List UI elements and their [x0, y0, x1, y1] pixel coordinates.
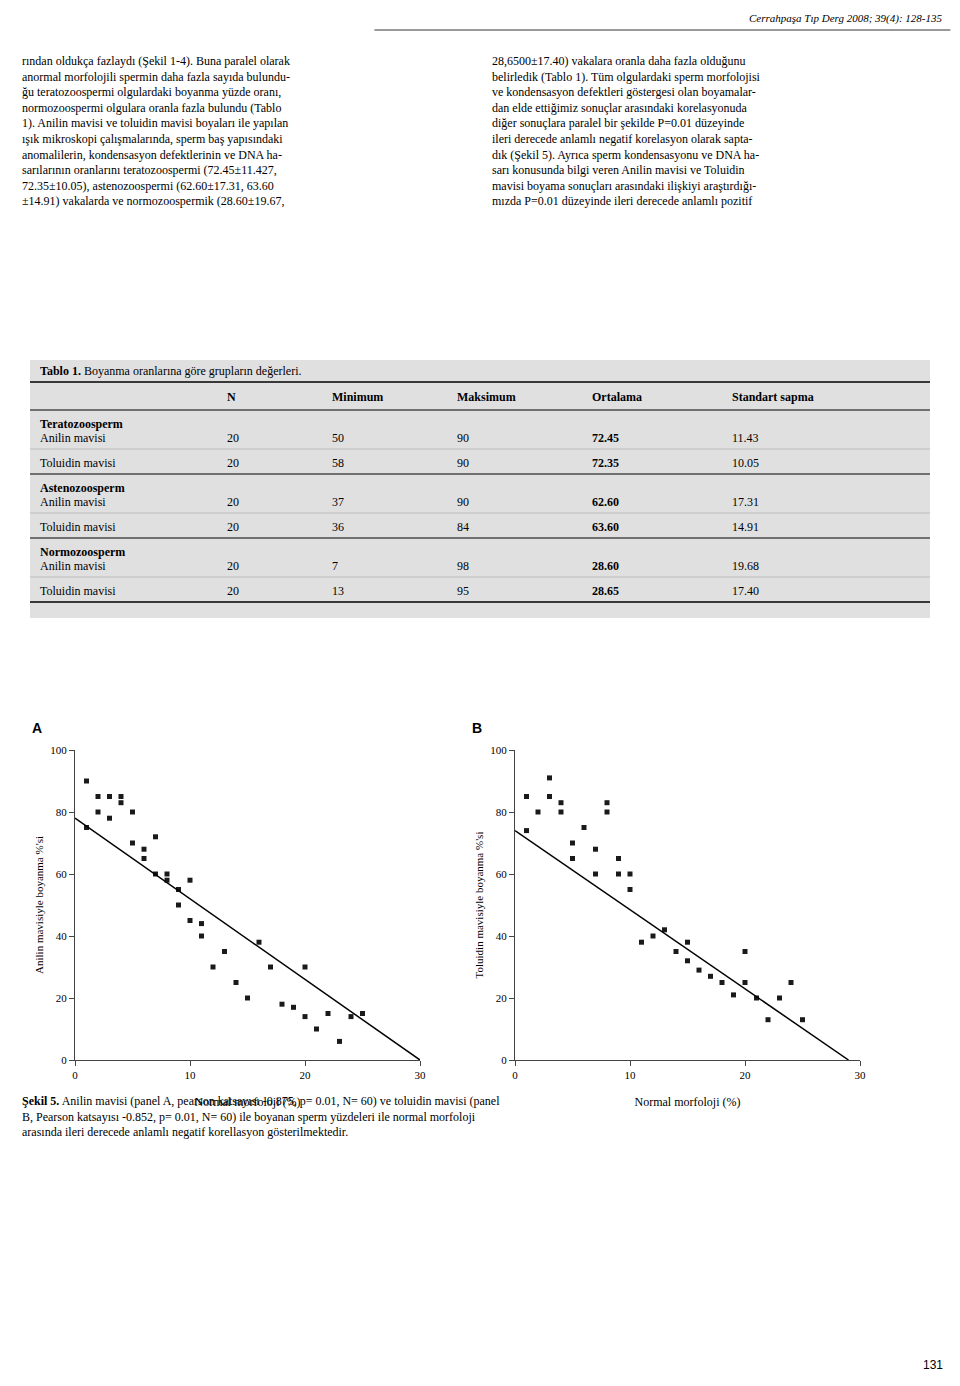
svg-text:100: 100	[50, 744, 67, 756]
svg-text:62.60: 62.60	[592, 495, 619, 509]
svg-text:131: 131	[923, 1358, 943, 1372]
svg-text:100: 100	[490, 744, 507, 756]
svg-text:10: 10	[625, 1069, 637, 1081]
svg-text:Toluidin mavisi: Toluidin mavisi	[40, 584, 116, 598]
svg-text:Toluidin mavisi: Toluidin mavisi	[40, 456, 116, 470]
svg-text:37: 37	[332, 495, 344, 509]
svg-text:20: 20	[227, 431, 239, 445]
svg-text:20: 20	[227, 520, 239, 534]
svg-text:20: 20	[227, 456, 239, 470]
svg-text:17.31: 17.31	[732, 495, 759, 509]
svg-text:20: 20	[300, 1069, 312, 1081]
svg-text:Teratozoosperm: Teratozoosperm	[40, 417, 123, 431]
svg-text:72.35: 72.35	[592, 456, 619, 470]
svg-text:B: B	[472, 720, 482, 736]
svg-text:28.65: 28.65	[592, 584, 619, 598]
svg-text:63.60: 63.60	[592, 520, 619, 534]
svg-text:19.68: 19.68	[732, 559, 759, 573]
svg-text:rından oldukça fazlaydı (Şekil: rından oldukça fazlaydı (Şekil 1-4). Bun…	[22, 54, 290, 208]
svg-text:Cerrahpaşa Tıp Derg 2008; 39(4: Cerrahpaşa Tıp Derg 2008; 39(4): 128-135	[749, 12, 942, 25]
svg-text:Anilin mavisi: Anilin mavisi	[40, 431, 106, 445]
svg-text:36: 36	[332, 520, 344, 534]
svg-text:A: A	[32, 720, 42, 736]
svg-text:40: 40	[56, 930, 68, 942]
svg-text:10: 10	[185, 1069, 197, 1081]
svg-text:95: 95	[457, 584, 469, 598]
svg-text:Tablo 1. Boyanma oranlarına gö: Tablo 1. Boyanma oranlarına göre gruplar…	[40, 364, 302, 378]
svg-text:Normal morfoloji (%): Normal morfoloji (%)	[635, 1095, 741, 1109]
svg-text:Ortalama: Ortalama	[592, 390, 642, 404]
svg-text:20: 20	[56, 992, 68, 1004]
svg-text:Toluidin mavisiyle boyanma %'s: Toluidin mavisiyle boyanma %'si	[473, 832, 485, 979]
svg-text:60: 60	[496, 868, 508, 880]
svg-text:84: 84	[457, 520, 469, 534]
svg-text:0: 0	[61, 1054, 67, 1066]
svg-text:0: 0	[512, 1069, 518, 1081]
svg-text:13: 13	[332, 584, 344, 598]
svg-text:72.45: 72.45	[592, 431, 619, 445]
svg-text:28,6500±17.40) vakalara oranla: 28,6500±17.40) vakalara oranla daha fazl…	[492, 54, 761, 208]
svg-text:Standart sapma: Standart sapma	[732, 390, 814, 404]
svg-text:20: 20	[227, 495, 239, 509]
svg-text:40: 40	[496, 930, 508, 942]
svg-text:11.43: 11.43	[732, 431, 759, 445]
svg-text:20: 20	[227, 584, 239, 598]
svg-text:Normal morfoloji (%): Normal morfoloji (%)	[195, 1095, 301, 1109]
svg-text:Anilin mavisiyle boyanma %'si: Anilin mavisiyle boyanma %'si	[33, 836, 45, 974]
svg-text:80: 80	[56, 806, 68, 818]
svg-text:20: 20	[740, 1069, 752, 1081]
svg-text:17.40: 17.40	[732, 584, 759, 598]
svg-text:60: 60	[56, 868, 68, 880]
svg-text:50: 50	[332, 431, 344, 445]
svg-text:0: 0	[501, 1054, 507, 1066]
svg-text:10.05: 10.05	[732, 456, 759, 470]
svg-text:20: 20	[496, 992, 508, 1004]
svg-text:14.91: 14.91	[732, 520, 759, 534]
svg-text:90: 90	[457, 495, 469, 509]
svg-text:30: 30	[855, 1069, 867, 1081]
svg-text:0: 0	[72, 1069, 78, 1081]
svg-text:58: 58	[332, 456, 344, 470]
svg-text:90: 90	[457, 456, 469, 470]
svg-text:Maksimum: Maksimum	[457, 390, 516, 404]
svg-text:Anilin mavisi: Anilin mavisi	[40, 559, 106, 573]
svg-text:98: 98	[457, 559, 469, 573]
svg-text:Toluidin mavisi: Toluidin mavisi	[40, 520, 116, 534]
svg-text:Normozoosperm: Normozoosperm	[40, 545, 125, 559]
svg-text:Anilin mavisi: Anilin mavisi	[40, 495, 106, 509]
svg-text:Minimum: Minimum	[332, 390, 383, 404]
svg-text:20: 20	[227, 559, 239, 573]
svg-text:Astenozoosperm: Astenozoosperm	[40, 481, 125, 495]
svg-text:30: 30	[415, 1069, 427, 1081]
svg-text:80: 80	[496, 806, 508, 818]
svg-text:28.60: 28.60	[592, 559, 619, 573]
svg-text:Şekil 5. Anilin mavisi (panel: Şekil 5. Anilin mavisi (panel A, pearson…	[22, 1094, 500, 1139]
svg-text:90: 90	[457, 431, 469, 445]
svg-text:N: N	[227, 390, 236, 404]
svg-text:7: 7	[332, 559, 338, 573]
